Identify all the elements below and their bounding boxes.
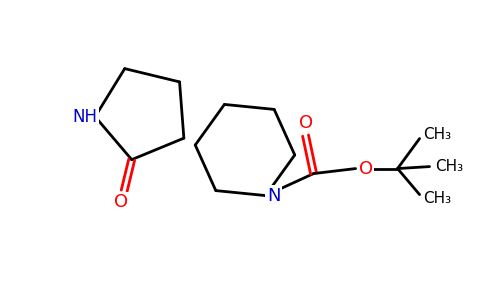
- Text: O: O: [359, 160, 373, 178]
- Text: CH₃: CH₃: [436, 159, 464, 174]
- Text: NH: NH: [73, 108, 98, 126]
- Text: CH₃: CH₃: [424, 191, 452, 206]
- Text: CH₃: CH₃: [424, 127, 452, 142]
- Text: O: O: [114, 194, 128, 211]
- Text: N: N: [267, 187, 280, 205]
- Text: O: O: [299, 114, 313, 132]
